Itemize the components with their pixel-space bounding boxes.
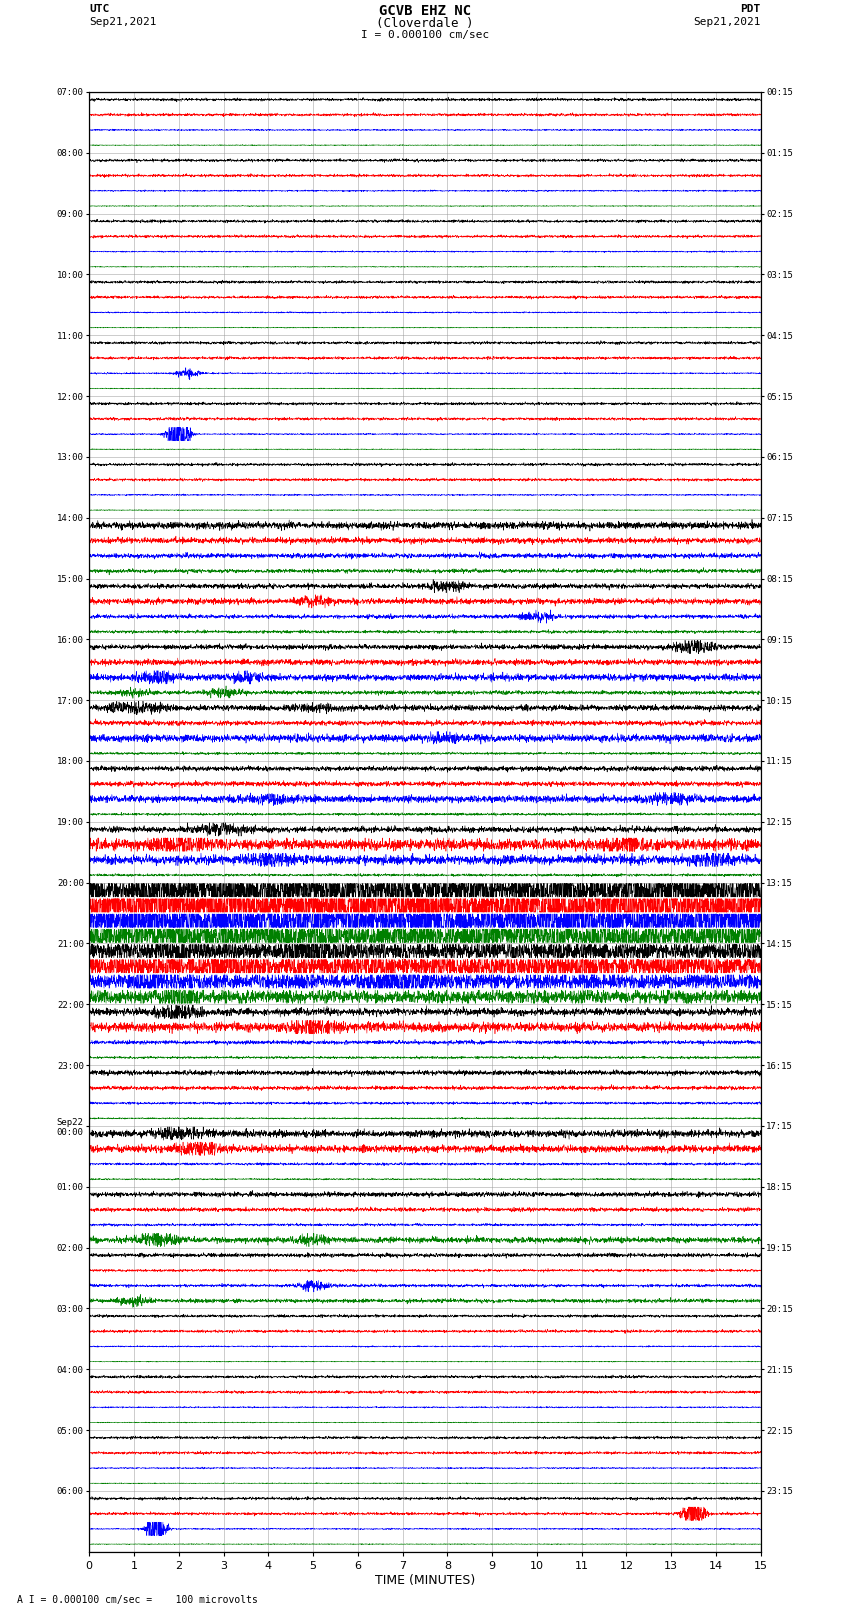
Text: Sep21,2021: Sep21,2021 xyxy=(89,18,156,27)
Text: UTC: UTC xyxy=(89,5,110,15)
Text: PDT: PDT xyxy=(740,5,761,15)
X-axis label: TIME (MINUTES): TIME (MINUTES) xyxy=(375,1574,475,1587)
Text: Sep21,2021: Sep21,2021 xyxy=(694,18,761,27)
Text: I = 0.000100 cm/sec: I = 0.000100 cm/sec xyxy=(361,31,489,40)
Text: (Cloverdale ): (Cloverdale ) xyxy=(377,18,473,31)
Text: GCVB EHZ NC: GCVB EHZ NC xyxy=(379,5,471,18)
Text: A I = 0.000100 cm/sec =    100 microvolts: A I = 0.000100 cm/sec = 100 microvolts xyxy=(17,1595,258,1605)
